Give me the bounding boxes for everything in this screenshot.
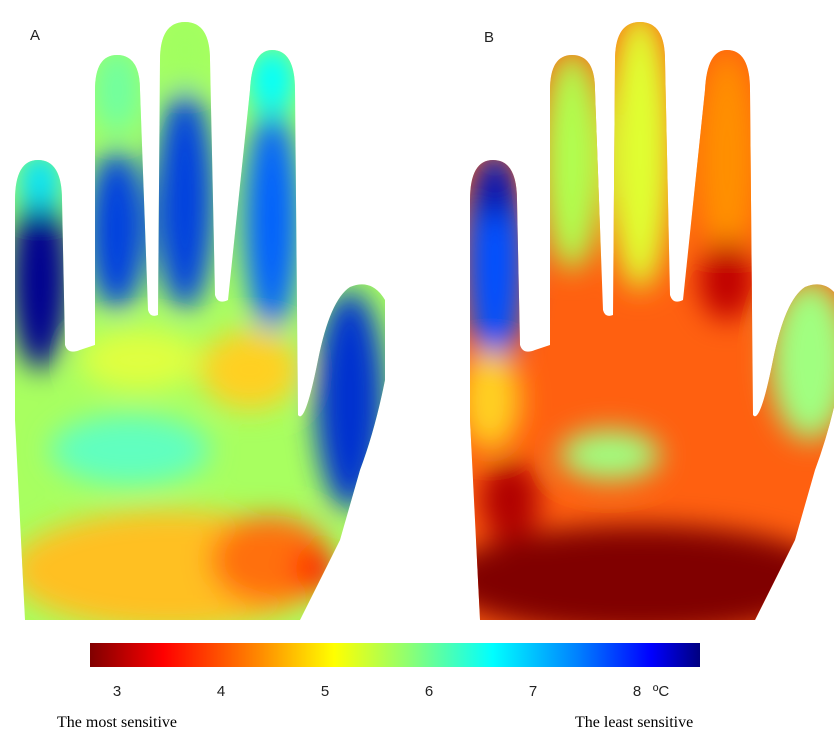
colorbar-unit: ºC xyxy=(653,683,669,700)
caption-right: The least sensitive xyxy=(575,714,693,731)
colorbar-tick-label: 5 xyxy=(321,683,329,700)
hand-map-a xyxy=(15,22,385,620)
panel-label: B xyxy=(484,29,494,46)
colorbar-tick-label: 4 xyxy=(217,683,225,700)
caption-left: The most sensitive xyxy=(57,714,177,731)
colorbar-tick-label: 3 xyxy=(113,683,121,700)
colorbar-tick-label: 8 xyxy=(633,683,641,700)
colorbar-ticks: 3 4 5 6 7 8 ºC xyxy=(113,683,669,700)
colorbar-tick-label: 7 xyxy=(529,683,537,700)
panel-label: A xyxy=(30,27,40,44)
colorbar-tick-label: 6 xyxy=(425,683,433,700)
colorbar xyxy=(90,643,700,667)
hand-map-b xyxy=(470,22,834,620)
